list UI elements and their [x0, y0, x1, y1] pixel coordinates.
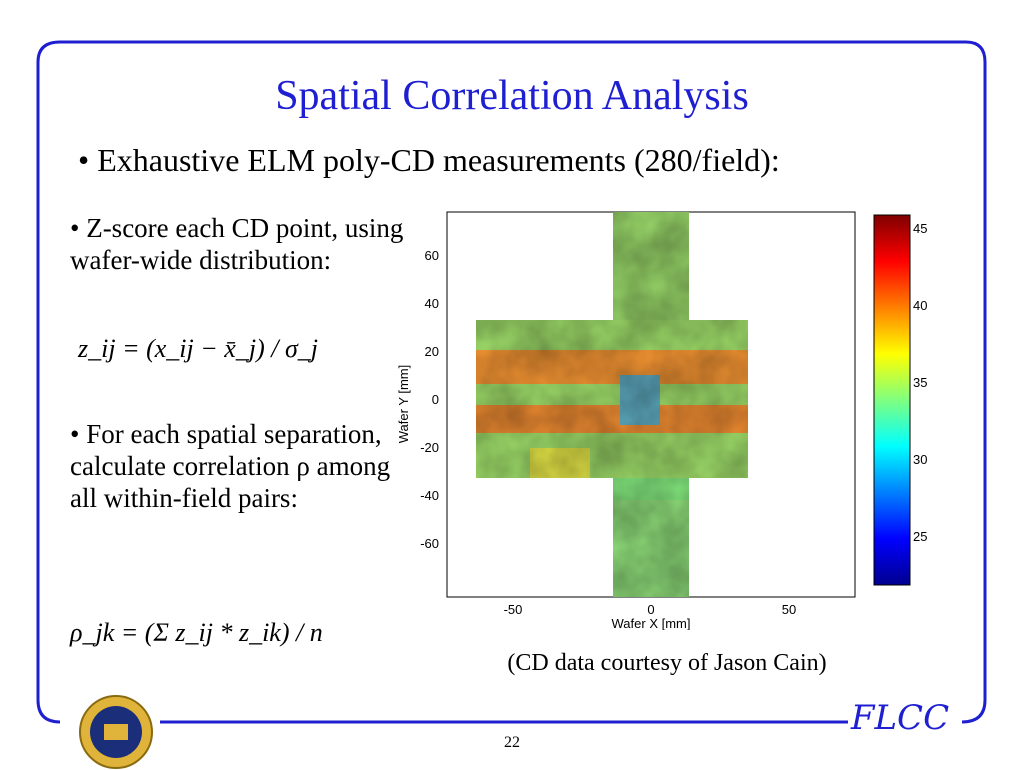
colorbar-tick-label: 35 [913, 375, 927, 390]
colorbar-tick-label: 45 [913, 221, 927, 236]
colorbar-tick-label: 30 [913, 452, 927, 467]
colorbar [873, 214, 911, 586]
slide-title: Spatial Correlation Analysis [275, 73, 749, 119]
x-tick-label: 0 [647, 602, 654, 617]
x-axis: -50 0 50 Wafer X [mm] [504, 602, 797, 630]
y-tick-label: -20 [420, 440, 439, 455]
correlation-formula: ρ_jk = (Σ z_ij * z_ik) / n [70, 618, 323, 648]
colorbar-ticks: 45 40 35 30 25 [913, 221, 927, 544]
flcc-logo: FLCC [848, 698, 952, 738]
zscore-formula: z_ij = (x_ij − x̄_j) / σ_j [78, 334, 318, 364]
y-tick-label: 20 [425, 344, 439, 359]
y-tick-label: 40 [425, 296, 439, 311]
y-axis-label: Wafer Y [mm] [396, 365, 411, 444]
page-number: 22 [504, 734, 520, 751]
zscore-formula-text: z_ij = (x_ij − x̄_j) / σ_j [78, 334, 318, 363]
x-tick-label: 50 [782, 602, 796, 617]
x-tick-label: -50 [504, 602, 523, 617]
cd-heatmap-chart: 60 40 20 0 -20 -40 -60 Wafer Y [mm] -50 … [396, 211, 927, 630]
colorbar-tick-label: 40 [913, 298, 927, 313]
y-tick-label: -40 [420, 488, 439, 503]
bullet-zscore: • Z-score each CD point, using wafer-wid… [70, 213, 404, 275]
data-credit-caption: (CD data courtesy of Jason Cain) [507, 650, 827, 676]
colorbar-tick-label: 25 [913, 529, 927, 544]
university-seal-icon [79, 695, 153, 769]
correlation-formula-text: ρ_jk = (Σ z_ij * z_ik) / n [70, 618, 323, 647]
y-axis: 60 40 20 0 -20 -40 -60 Wafer Y [mm] [396, 248, 439, 551]
main-bullet: • Exhaustive ELM poly-CD measurements (2… [78, 142, 780, 178]
x-axis-label: Wafer X [mm] [612, 616, 691, 630]
bullet-correlation: • For each spatial separation, calculate… [70, 419, 391, 513]
y-tick-label: -60 [420, 536, 439, 551]
y-tick-label: 0 [432, 392, 439, 407]
y-tick-label: 60 [425, 248, 439, 263]
